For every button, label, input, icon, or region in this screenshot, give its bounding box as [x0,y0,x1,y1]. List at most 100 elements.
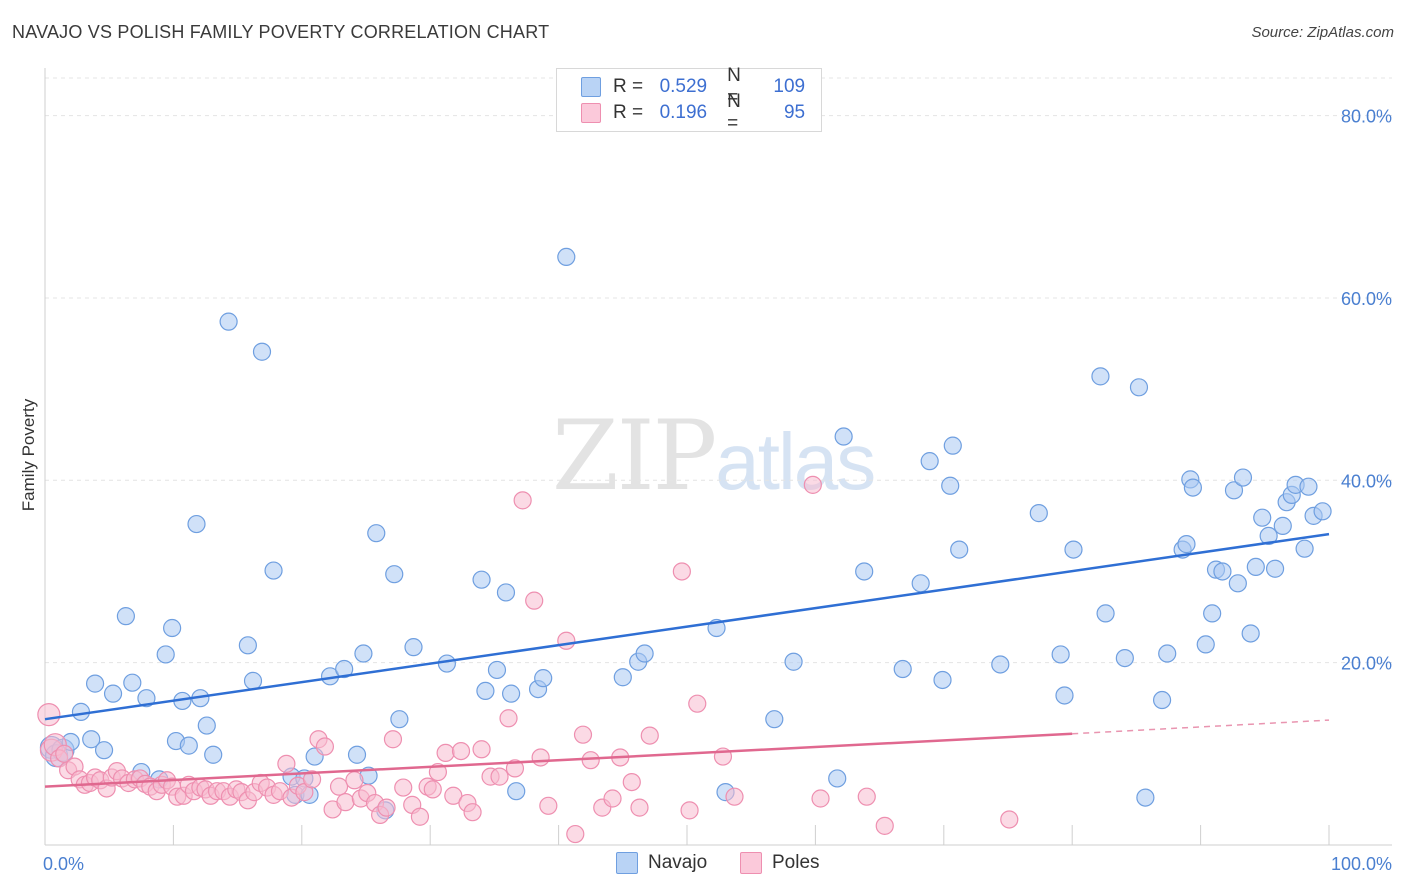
navajo-point [1129,378,1149,397]
navajo-point [1203,604,1222,623]
navajo-legend-label: Navajo [648,852,708,873]
axes [44,68,1392,846]
tick-labels: 20.0% 40.0% 60.0% 80.0% 0.0% 100.0% [43,107,1392,874]
navajo-point [385,565,404,584]
trend-lines [44,532,1330,788]
navajo-point [1299,477,1318,496]
poles-point [315,737,335,756]
poles-point [531,748,550,767]
poles-point [377,798,396,817]
poles-point [490,767,509,786]
navajo-point [204,745,223,764]
navajo-point [933,670,952,690]
x-tick-label-max: 100.0% [1331,854,1392,874]
legend-item-navajo[interactable]: Navajo [616,852,707,874]
navajo-point [1091,367,1110,386]
navajo-point [1241,624,1260,643]
poles-trend-line [44,732,1073,788]
series-legend: Navajo Poles [0,852,1406,878]
navajo-point [187,514,206,534]
navajo-point [911,574,930,593]
poles-point [640,726,659,745]
poles-point [499,709,518,728]
navajo-point [1055,686,1074,705]
poles-point [410,807,430,826]
navajo-point [828,769,847,788]
navajo-point [834,427,853,446]
navajo-point [991,655,1010,674]
navajo-point [163,618,182,638]
navajo-point [765,710,784,729]
navajo-point [354,644,373,663]
navajo-point [1259,526,1278,546]
r-label: R = [613,102,644,123]
r-label: R = [613,76,644,97]
poles-points [37,475,1019,844]
navajo-point [1177,535,1196,554]
poles-point [680,801,699,820]
navajo-point [367,524,386,543]
navajo-point [1253,508,1272,527]
navajo-point [635,644,654,663]
navajo-point [103,684,123,703]
navajo-point [219,312,238,331]
poles-point [857,787,876,806]
grid-lines [45,77,1392,664]
navajo-point [156,645,175,664]
navajo-swatch [581,77,601,97]
poles-point [539,796,558,815]
navajo-point [472,570,491,589]
correlation-legend: R = 0.529 N = 109 R = 0.196 N = 95 [556,65,822,134]
navajo-point [943,436,962,455]
y-axis-title: Family Poverty [19,398,38,511]
navajo-point [116,607,135,626]
navajo-point [1213,562,1232,581]
legend-row-poles: R = 0.196 N = 95 [581,91,806,134]
navajo-point [1196,635,1215,654]
navajo-point [476,681,495,701]
navajo-point [94,741,114,760]
legend-item-poles[interactable]: Poles [740,852,820,874]
navajo-point [501,684,521,703]
poles-point [463,803,482,822]
poles-point [423,780,442,799]
navajo-point [1029,504,1048,523]
x-tick-label-min: 0.0% [43,854,84,874]
navajo-point [1313,502,1332,521]
navajo-point [1064,540,1083,559]
poles-point [383,730,403,749]
navajo-legend-swatch [616,852,638,874]
navajo-point [123,673,142,692]
source-label: Source: ZipAtlas.com [1251,24,1394,41]
navajo-point [507,782,526,801]
poles-point [444,786,463,805]
navajo-point [1228,574,1247,593]
n-label: N = [727,65,741,108]
navajo-r-value: 0.529 [659,76,708,97]
navajo-point [335,659,354,679]
navajo-point [390,710,409,729]
poles-point [513,491,532,510]
poles-point [1000,810,1019,829]
poles-point [725,787,744,806]
poles-point [875,816,894,835]
poles-point [811,789,830,808]
poles-point [525,591,544,610]
poles-point [622,772,641,792]
navajo-point [920,452,939,471]
navajo-point [893,659,912,679]
poles-point [688,694,707,713]
navajo-point [1096,604,1115,623]
navajo-point [1136,788,1155,807]
poles-n-value: 95 [783,102,806,123]
navajo-trend-line [44,532,1330,721]
navajo-point [197,716,216,735]
poles-point [672,562,691,581]
y-tick-label-60: 60.0% [1341,289,1392,309]
navajo-point [437,654,456,673]
navajo-point [243,671,263,690]
navajo-point [496,583,516,602]
poles-point [451,741,471,761]
poles-point [581,751,600,770]
